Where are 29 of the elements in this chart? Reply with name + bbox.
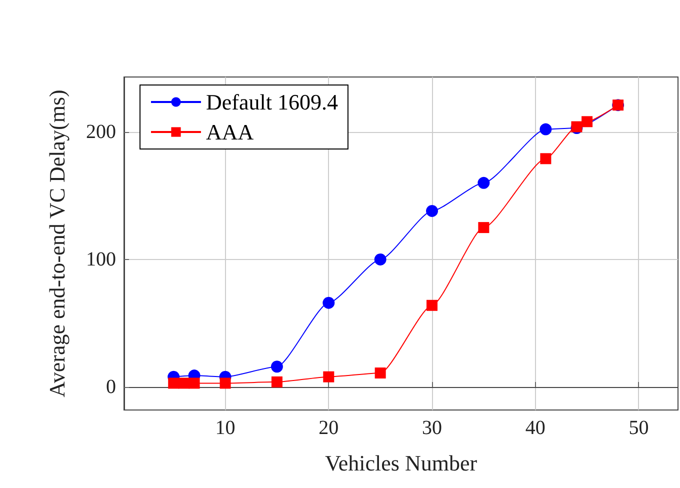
point — [374, 253, 386, 266]
point — [426, 204, 438, 217]
point — [220, 378, 231, 389]
y-tick-label: 100 — [86, 248, 116, 270]
x-tick-label: 50 — [628, 417, 649, 439]
point — [270, 360, 283, 373]
point — [540, 153, 552, 164]
x-tick-label: 40 — [525, 417, 546, 439]
x-tick-label: 10 — [215, 417, 236, 439]
point — [540, 123, 552, 136]
point — [582, 116, 593, 128]
point — [322, 296, 335, 309]
point — [178, 378, 190, 389]
x-tick-label: 30 — [422, 417, 442, 439]
point — [478, 176, 490, 189]
point — [426, 300, 438, 311]
point — [323, 371, 334, 382]
point — [271, 376, 282, 388]
point — [188, 378, 200, 389]
point — [374, 368, 386, 378]
point — [168, 378, 180, 389]
y-axis-title: Average end-to-end VC Delay(ms) — [44, 90, 70, 398]
point — [478, 222, 490, 234]
y-tick-label: 0 — [106, 376, 116, 398]
y-tick-label: 200 — [86, 120, 116, 143]
legend-label: AAA — [206, 120, 254, 144]
x-tick-label: 20 — [318, 417, 339, 439]
legend-label: Default 1609.4 — [206, 90, 338, 114]
x-axis-title: Vehicles Number — [324, 450, 478, 476]
